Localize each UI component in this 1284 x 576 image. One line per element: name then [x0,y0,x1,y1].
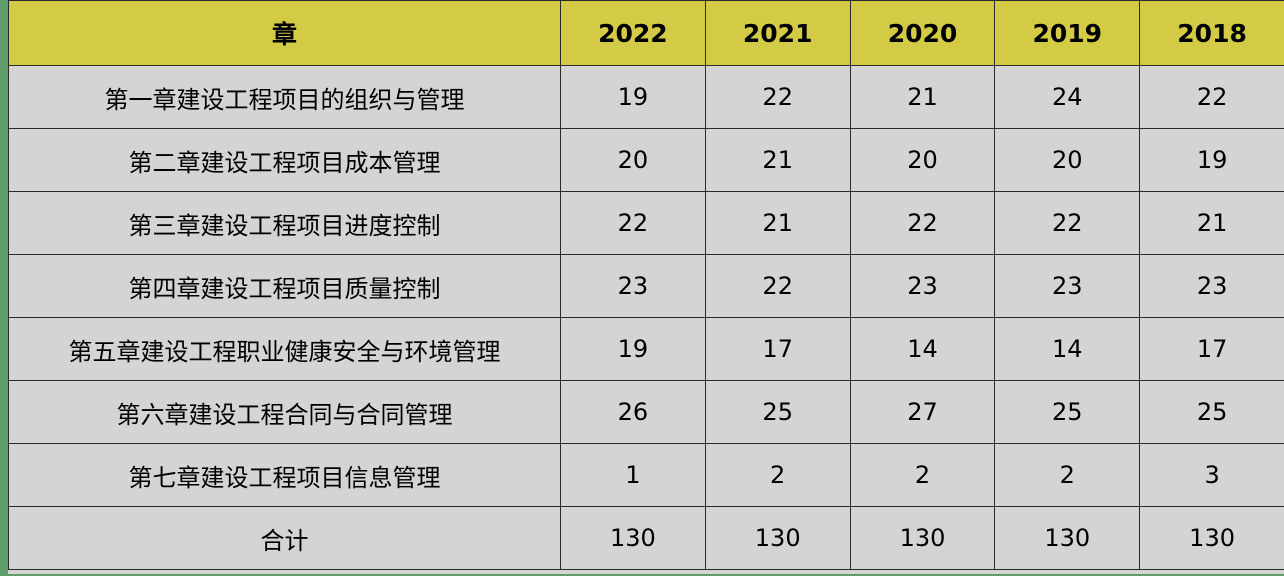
header-year: 2019 [994,0,1141,66]
header-year: 2020 [849,0,996,66]
value-cell: 17 [1139,317,1284,381]
total-label-cell: 合计 [8,506,561,570]
value-cell: 21 [704,191,851,255]
header-row: 章 2022 2021 2020 2019 2018 [8,0,1284,66]
value-cell: 23 [849,254,996,318]
value-cell: 25 [1139,380,1284,444]
table-body: 第一章建设工程项目的组织与管理 19 22 21 24 22 第二章建设工程项目… [8,65,1284,570]
header-year: 2018 [1139,0,1284,66]
total-value-cell: 130 [704,506,851,570]
value-cell: 3 [1139,443,1284,507]
value-cell: 19 [1139,128,1284,192]
header-chapter: 章 [8,0,561,66]
table-row: 第二章建设工程项目成本管理 20 21 20 20 19 [8,128,1284,192]
value-cell: 23 [560,254,706,318]
chapter-cell: 第三章建设工程项目进度控制 [8,191,561,255]
value-cell: 1 [560,443,706,507]
value-cell: 19 [560,317,706,381]
value-cell: 20 [560,128,706,192]
table-row: 第五章建设工程职业健康安全与环境管理 19 17 14 14 17 [8,317,1284,381]
total-value-cell: 130 [994,506,1141,570]
header-year: 2022 [560,0,706,66]
value-cell: 14 [994,317,1141,381]
table-header: 章 2022 2021 2020 2019 2018 [8,0,1284,66]
value-cell: 21 [849,65,996,129]
score-table-frame: 章 2022 2021 2020 2019 2018 第一章建设工程项目的组织与… [8,0,1284,574]
table-row: 第一章建设工程项目的组织与管理 19 22 21 24 22 [8,65,1284,129]
total-value-cell: 130 [849,506,996,570]
value-cell: 24 [994,65,1141,129]
chapter-cell: 第六章建设工程合同与合同管理 [8,380,561,444]
header-year: 2021 [704,0,851,66]
table-row: 第六章建设工程合同与合同管理 26 25 27 25 25 [8,380,1284,444]
value-cell: 22 [849,191,996,255]
value-cell: 25 [994,380,1141,444]
value-cell: 23 [1139,254,1284,318]
value-cell: 22 [704,65,851,129]
value-cell: 26 [560,380,706,444]
score-distribution-table: 章 2022 2021 2020 2019 2018 第一章建设工程项目的组织与… [8,0,1284,570]
value-cell: 20 [849,128,996,192]
table-row: 第三章建设工程项目进度控制 22 21 22 22 21 [8,191,1284,255]
value-cell: 2 [849,443,996,507]
value-cell: 20 [994,128,1141,192]
value-cell: 21 [1139,191,1284,255]
total-row: 合计 130 130 130 130 130 [8,506,1284,570]
value-cell: 25 [704,380,851,444]
value-cell: 23 [994,254,1141,318]
chapter-cell: 第七章建设工程项目信息管理 [8,443,561,507]
chapter-cell: 第四章建设工程项目质量控制 [8,254,561,318]
value-cell: 22 [560,191,706,255]
value-cell: 21 [704,128,851,192]
total-value-cell: 130 [1139,506,1284,570]
total-value-cell: 130 [560,506,706,570]
value-cell: 22 [1139,65,1284,129]
value-cell: 27 [849,380,996,444]
chapter-cell: 第一章建设工程项目的组织与管理 [8,65,561,129]
value-cell: 2 [704,443,851,507]
value-cell: 22 [994,191,1141,255]
value-cell: 19 [560,65,706,129]
chapter-cell: 第二章建设工程项目成本管理 [8,128,561,192]
chapter-cell: 第五章建设工程职业健康安全与环境管理 [8,317,561,381]
value-cell: 22 [704,254,851,318]
value-cell: 2 [994,443,1141,507]
table-row: 第七章建设工程项目信息管理 1 2 2 2 3 [8,443,1284,507]
value-cell: 14 [849,317,996,381]
value-cell: 17 [704,317,851,381]
table-row: 第四章建设工程项目质量控制 23 22 23 23 23 [8,254,1284,318]
